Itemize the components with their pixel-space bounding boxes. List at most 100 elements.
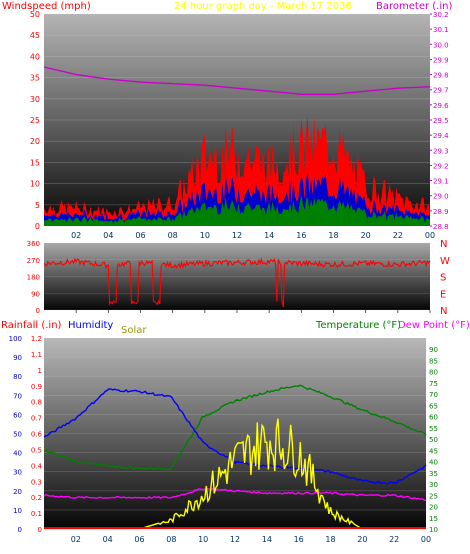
wind-axis-title: Windspeed (mph): [2, 1, 91, 12]
wind-tick-label: 40: [30, 52, 40, 61]
temperature-tick-label: 10: [429, 526, 438, 534]
humidity-tick-label: 0: [18, 526, 22, 534]
wind-min-series: [44, 195, 430, 226]
barometer-tick-label: 29.1: [433, 178, 449, 186]
rainfall-tick-label: 0.4: [31, 462, 43, 470]
x-tick-label: 08: [166, 535, 176, 544]
rainfall-tick-label: 0.6: [31, 431, 43, 439]
wind-direction-series: [43, 257, 431, 308]
humidity-tick-label: 50: [13, 431, 22, 439]
dewpoint-series: [43, 487, 427, 502]
humidity-tick-label: 90: [13, 354, 22, 362]
x-tick-label: 06: [134, 535, 144, 544]
humidity-tick-label: 60: [13, 411, 22, 419]
wind-tick-label: 25: [30, 116, 40, 125]
x-tick-label: 02: [71, 535, 81, 544]
rainfall-tick-label: 0.9: [31, 383, 42, 391]
barometer-tick-label: 29.3: [433, 147, 449, 155]
barometer-tick-label: 30.1: [433, 26, 449, 34]
temperature-tick-label: 60: [429, 414, 438, 422]
x-tick-label: 06: [135, 231, 145, 240]
x-tick-label: 14: [262, 535, 272, 544]
temperature-tick-label: 40: [429, 459, 438, 467]
climate-panel-bg: [44, 338, 426, 529]
compass-label: S: [440, 273, 446, 284]
x-tick-label: 22: [389, 535, 399, 544]
humidity-tick-label: 20: [13, 488, 22, 496]
barometer-tick-label: 28.9: [433, 208, 449, 216]
x-tick-label: 00: [425, 231, 435, 240]
temperature-tick-label: 25: [429, 492, 438, 500]
dewpoint-legend: Dew Point (°F): [398, 320, 470, 331]
x-tick-label: 08: [168, 231, 178, 240]
x-tick-label: 16: [294, 535, 304, 544]
barometer-axis-title: Barometer (.in): [376, 1, 452, 12]
x-tick-label: 18: [328, 231, 338, 240]
compass-label: E: [440, 289, 446, 300]
temperature-tick-label: 20: [429, 504, 438, 512]
temperature-tick-label: 80: [429, 369, 438, 377]
chart-title: 24 hour graph day - March 17 2036: [174, 1, 352, 12]
compass-label: W: [440, 256, 450, 267]
x-tick-label: 14: [264, 231, 274, 240]
solar-legend: Solar: [121, 325, 147, 336]
rainfall-tick-label: 1.2: [31, 335, 42, 343]
rainfall-tick-label: 1.1: [31, 351, 42, 359]
barometer-tick-label: 29.5: [433, 117, 449, 125]
rainfall-tick-label: 0.7: [31, 415, 42, 423]
x-tick-label: 10: [198, 535, 208, 544]
barometer-series: [43, 66, 431, 95]
rainfall-tick-label: 0.2: [31, 494, 42, 502]
x-tick-label: 18: [325, 535, 335, 544]
barometer-tick-label: 29.4: [433, 132, 449, 140]
humidity-tick-label: 100: [9, 335, 22, 343]
x-tick-label: 10: [200, 231, 210, 240]
temperature-tick-label: 15: [429, 515, 438, 523]
x-tick-label: 12: [230, 535, 240, 544]
temperature-tick-label: 55: [429, 425, 438, 433]
barometer-tick-label: 29.7: [433, 87, 449, 95]
barometer-tick-label: 29.6: [433, 102, 449, 110]
temperature-tick-label: 90: [429, 346, 438, 354]
temperature-tick-label: 30: [429, 481, 438, 489]
humidity-tick-label: 80: [13, 373, 22, 381]
direction-tick-label: 0: [36, 307, 40, 315]
wind-tick-label: 0: [35, 222, 40, 231]
humidity-legend: Humidity: [68, 320, 113, 331]
wind-tick-label: 15: [30, 158, 40, 167]
temperature-tick-label: 50: [429, 436, 438, 444]
barometer-tick-label: 30.0: [433, 41, 449, 49]
rainfall-tick-label: 0.5: [31, 446, 42, 454]
barometer-tick-label: 29.2: [433, 162, 449, 170]
temperature-legend: Temperature (°F): [315, 320, 401, 331]
x-tick-label: 20: [361, 231, 371, 240]
temperature-tick-label: 85: [429, 357, 438, 365]
direction-tick-label: 270: [27, 257, 40, 265]
x-tick-label: 20: [357, 535, 367, 544]
wind-tick-label: 20: [30, 137, 40, 146]
compass-label: N: [440, 306, 447, 317]
humidity-tick-label: 10: [13, 507, 22, 515]
direction-tick-label: 90: [31, 290, 40, 298]
humidity-tick-label: 70: [13, 392, 22, 400]
rainfall-axis-title: Rainfall (.in): [1, 320, 62, 331]
wind-tick-label: 30: [30, 95, 40, 104]
x-tick-label: 12: [232, 231, 242, 240]
temperature-tick-label: 70: [429, 391, 438, 399]
temperature-tick-label: 75: [429, 380, 438, 388]
wind-tick-label: 50: [30, 10, 40, 19]
rainfall-tick-label: 0.8: [31, 399, 42, 407]
x-tick-label: 22: [393, 231, 403, 240]
rainfall-tick-label: 0: [38, 526, 42, 534]
barometer-tick-label: 29.9: [433, 56, 449, 64]
rainfall-tick-label: 0.3: [31, 478, 42, 486]
temperature-tick-label: 65: [429, 402, 438, 410]
wind-tick-label: 45: [30, 31, 40, 40]
x-tick-label: 16: [296, 231, 306, 240]
rainfall-tick-label: 0.1: [31, 510, 42, 518]
barometer-tick-label: 29.8: [433, 72, 449, 80]
humidity-tick-label: 30: [13, 469, 22, 477]
wind-tick-label: 35: [30, 74, 40, 83]
barometer-tick-label: 28.8: [433, 223, 449, 231]
compass-label: N: [440, 239, 447, 250]
